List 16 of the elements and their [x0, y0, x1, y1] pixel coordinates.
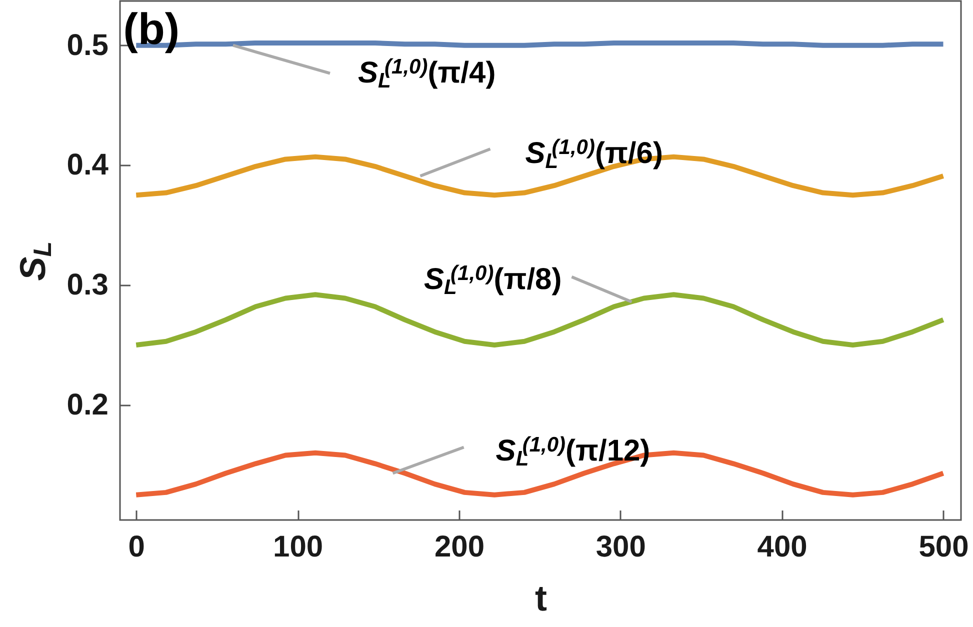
annotation: S$_{L}$$^{(1,0)}$(π/6) [525, 136, 663, 174]
annotation: S$_{L}$$^{(1,0)}$(π/8) [424, 261, 562, 300]
y-tick-label: 0.2 [66, 388, 108, 422]
x-tick-label: 0 [128, 530, 145, 564]
chart-title: (b) [123, 5, 180, 54]
x-tick-label: 300 [596, 530, 646, 564]
x-tick-label: 100 [273, 530, 324, 564]
y-tick-label: 0.3 [66, 268, 108, 302]
annotation: S$_{L}$$^{(1,0)}$(π/4) [358, 54, 496, 93]
x-tick-label: 500 [918, 530, 969, 564]
y-tick-label: 0.4 [66, 148, 109, 182]
annotation: S$_{L}$$^{(1,0)}$(π/12) [496, 432, 650, 471]
x-tick-label: 400 [757, 530, 808, 564]
x-axis-title: t [535, 578, 547, 618]
x-tick-label: 200 [434, 530, 485, 564]
y-tick-label: 0.5 [66, 28, 108, 62]
